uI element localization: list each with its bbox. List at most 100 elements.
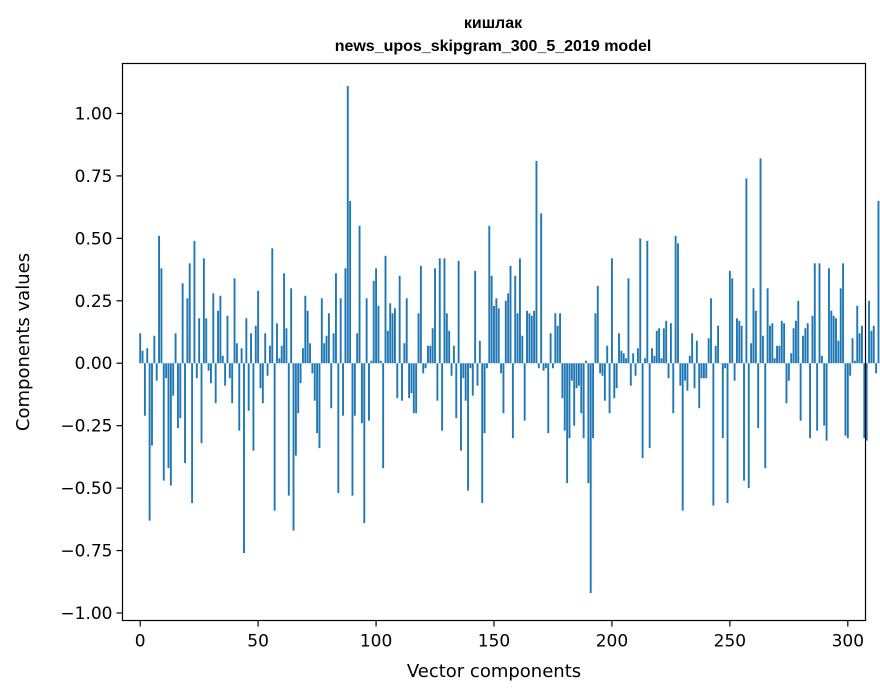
bar <box>799 363 802 421</box>
bar <box>485 363 488 369</box>
bar <box>158 235 161 364</box>
bar <box>519 258 521 364</box>
bar <box>868 300 870 364</box>
bar <box>820 355 823 364</box>
bar <box>266 363 269 376</box>
bar <box>750 343 753 364</box>
bar <box>530 315 533 364</box>
bar <box>736 318 738 364</box>
bar <box>490 275 493 364</box>
bar <box>500 363 503 374</box>
bar <box>608 363 611 414</box>
bar <box>620 350 623 364</box>
bar <box>839 288 842 364</box>
bar <box>342 363 344 416</box>
bar <box>353 363 356 416</box>
bar <box>264 333 267 364</box>
bar <box>785 363 788 404</box>
bar <box>431 328 434 364</box>
bar <box>747 363 750 489</box>
bar <box>283 273 286 364</box>
bar <box>195 363 198 379</box>
bar <box>240 348 243 364</box>
bar <box>193 240 196 364</box>
bar <box>705 363 708 379</box>
bar <box>271 248 274 364</box>
bar <box>299 363 302 384</box>
bar <box>290 288 293 364</box>
bar <box>700 363 703 379</box>
bar <box>176 363 179 429</box>
bar <box>646 240 649 364</box>
bar <box>667 363 670 379</box>
bar <box>580 363 583 414</box>
bar <box>686 363 689 391</box>
bar <box>802 335 804 364</box>
bar <box>528 313 531 364</box>
bar <box>403 343 406 364</box>
bar <box>424 363 427 369</box>
bar <box>695 340 698 364</box>
bar <box>587 363 590 484</box>
bar <box>759 158 762 364</box>
bar <box>174 333 177 364</box>
bar <box>365 298 368 364</box>
bar <box>842 263 845 364</box>
bar <box>332 333 335 364</box>
bar <box>766 288 769 364</box>
bar <box>674 235 677 364</box>
bar <box>577 363 580 386</box>
bar <box>849 363 852 376</box>
bar <box>167 363 170 469</box>
bar <box>497 308 500 364</box>
bar <box>835 318 837 364</box>
bar <box>863 363 866 439</box>
bar <box>712 363 715 506</box>
bar <box>306 310 309 364</box>
bar <box>726 363 729 504</box>
bar <box>511 363 514 439</box>
bar <box>837 340 840 364</box>
bar <box>469 363 472 369</box>
bar <box>693 363 696 389</box>
bar <box>804 328 807 364</box>
bar <box>493 305 495 364</box>
bar <box>733 363 736 381</box>
bar <box>811 315 814 364</box>
bar <box>644 358 646 364</box>
bar <box>728 270 731 364</box>
bar <box>219 295 222 364</box>
bar <box>707 338 710 364</box>
bar <box>207 363 210 371</box>
bar <box>641 363 644 459</box>
bar <box>797 300 800 364</box>
bar <box>731 278 734 364</box>
bar <box>521 335 524 364</box>
bar <box>679 363 682 386</box>
bar <box>304 295 307 364</box>
x-axis-label: Vector components <box>407 661 581 682</box>
bar <box>339 298 342 364</box>
bar <box>780 320 783 364</box>
bar <box>764 363 767 469</box>
bar <box>165 363 168 379</box>
bar <box>323 343 326 364</box>
bar <box>769 325 771 364</box>
bar <box>349 200 352 364</box>
bar <box>554 313 557 364</box>
bar <box>259 363 262 389</box>
bar <box>434 268 436 364</box>
bar <box>502 363 505 414</box>
bar <box>391 313 394 364</box>
bar <box>335 273 337 364</box>
bar <box>825 363 828 441</box>
bar <box>346 85 349 364</box>
y-tick-label: −1.00 <box>60 604 112 624</box>
bar <box>684 363 686 381</box>
bar <box>665 320 668 364</box>
bar <box>398 275 401 364</box>
bar <box>360 363 363 424</box>
bar <box>816 363 819 431</box>
bar <box>542 363 545 371</box>
bar <box>585 360 587 364</box>
